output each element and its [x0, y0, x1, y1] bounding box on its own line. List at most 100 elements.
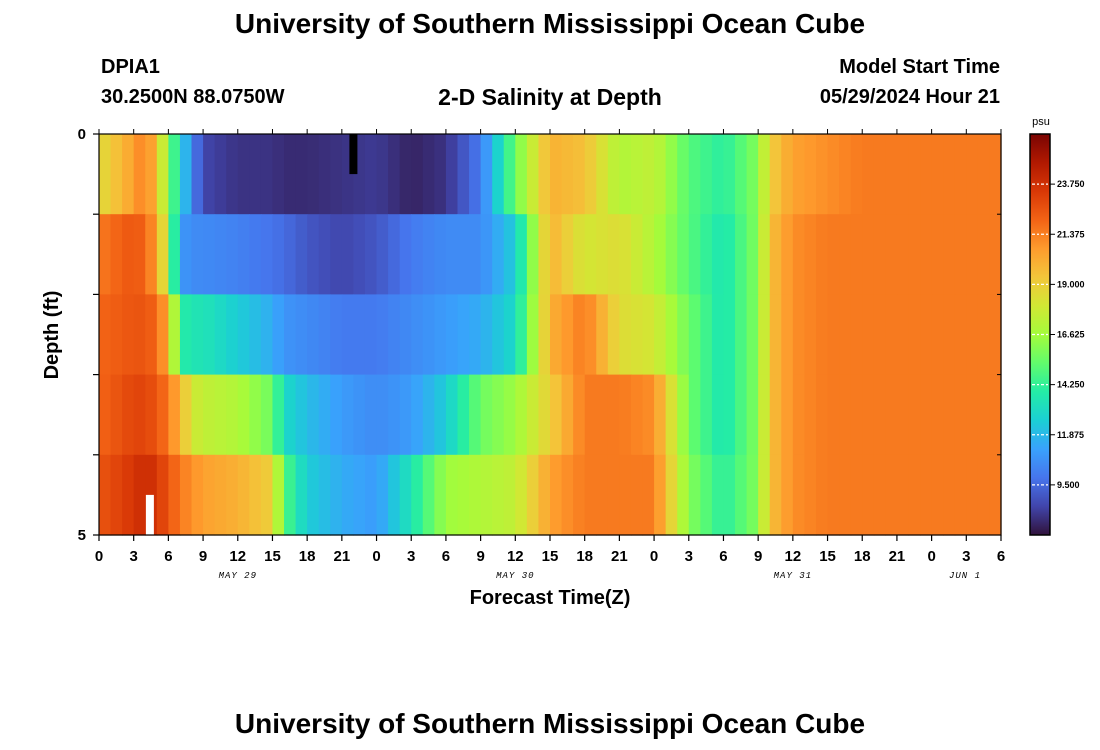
heatmap-cell [353, 294, 366, 376]
heatmap-cell [526, 134, 540, 215]
heatmap-cell [422, 374, 435, 456]
heatmap-cell [388, 454, 401, 536]
heatmap-cell [873, 374, 886, 456]
heatmap-cell [642, 454, 655, 536]
heatmap-cell [804, 214, 817, 295]
x-tick-label: 21 [611, 548, 628, 565]
heatmap-cell [191, 134, 204, 215]
heatmap-cell [179, 294, 193, 376]
heatmap-cell [110, 374, 123, 456]
x-tick-label: 15 [819, 548, 836, 565]
heatmap-cell [954, 134, 967, 215]
x-tick-label: 6 [442, 548, 450, 565]
x-date-label: JUN 1 [949, 571, 981, 581]
heatmap-cell [515, 134, 528, 215]
heatmap-cell [943, 134, 956, 215]
heatmap-cell [688, 294, 701, 376]
heatmap-cell [561, 134, 574, 215]
heatmap-markers [145, 134, 358, 535]
colorbar-tick-label: 21.375 [1057, 229, 1085, 239]
station-location: 30.2500N 88.0750W [101, 86, 285, 108]
heatmap-cell [480, 294, 493, 376]
heatmap-cell [145, 374, 158, 456]
x-axis-title: Forecast Time(Z) [470, 587, 631, 609]
heatmap-cell [411, 134, 424, 215]
heatmap-cell [445, 294, 459, 376]
heatmap-cell [966, 134, 979, 215]
heatmap-cell [399, 374, 412, 456]
heatmap-cell [260, 294, 274, 376]
heatmap-cell [908, 214, 921, 295]
heatmap-cell [977, 214, 991, 295]
heatmap-cell [260, 454, 274, 536]
heatmap-cell [156, 294, 169, 376]
heatmap-cell [746, 214, 759, 295]
heatmap-cell [538, 134, 551, 215]
x-tick-label: 3 [962, 548, 970, 565]
heatmap-cell [723, 134, 736, 215]
heatmap-cell [457, 214, 470, 295]
heatmap-cell [249, 214, 262, 295]
heatmap-cell [526, 374, 540, 456]
heatmap-cell [457, 134, 470, 215]
heatmap-cell [434, 134, 447, 215]
heatmap-cell [445, 214, 459, 295]
heatmap-cell [827, 374, 840, 456]
heatmap-cell [503, 294, 516, 376]
heatmap-cell [873, 214, 886, 295]
heatmap-cell [99, 294, 112, 376]
heatmap-cell [896, 454, 910, 536]
heatmap-cell [457, 454, 470, 536]
heatmap-cell [214, 134, 227, 215]
heatmap-cell [920, 214, 933, 295]
heatmap-cell [781, 134, 794, 215]
x-tick-label: 6 [997, 548, 1005, 565]
heatmap-cell [873, 134, 886, 215]
heatmap-cell [630, 294, 644, 376]
heatmap-cell [711, 214, 725, 295]
heatmap-cell [977, 454, 991, 536]
heatmap-cell [619, 374, 632, 456]
heatmap-cell [388, 294, 401, 376]
heatmap-cell [630, 374, 644, 456]
heatmap-cell [191, 214, 204, 295]
heatmap-cell [850, 134, 863, 215]
heatmap-cell [989, 374, 1002, 456]
heatmap-cell [122, 134, 135, 215]
heatmap-cell [260, 134, 274, 215]
heatmap-cell [515, 454, 528, 536]
heatmap-cell [550, 134, 563, 215]
heatmap-cell [503, 454, 516, 536]
heatmap-cell [735, 454, 748, 536]
heatmap-cell [758, 134, 771, 215]
heatmap-cell [815, 374, 829, 456]
heatmap-cell [815, 134, 829, 215]
heatmap-cell [804, 454, 817, 536]
colorbar: psu 9.500 11.875 14.250 16.625 19.000 21.375 2… [1029, 116, 1085, 536]
heatmap-cell [249, 374, 262, 456]
heatmap-cell [769, 134, 782, 215]
heatmap-cell [133, 454, 146, 536]
model-start-time: 05/29/2024 Hour 21 [819, 86, 1000, 108]
heatmap-cell [642, 214, 655, 295]
heatmap-cell [422, 214, 435, 295]
heatmap-cell [422, 294, 435, 376]
heatmap-cell [376, 374, 389, 456]
heatmap-cell [191, 294, 204, 376]
heatmap-cell [237, 134, 250, 215]
heatmap-cell [526, 454, 540, 536]
heatmap-cell [503, 374, 516, 456]
heatmap-cell [122, 374, 135, 456]
heatmap-cell [99, 374, 112, 456]
heatmap-cell [214, 294, 227, 376]
heatmap-cell [758, 294, 771, 376]
heatmap-cell [237, 374, 250, 456]
x-tick-label: 12 [785, 548, 802, 565]
heatmap-cell [434, 454, 447, 536]
heatmap-cell [272, 294, 285, 376]
colorbar-tick-label: 9.500 [1057, 480, 1080, 490]
heatmap-cell [792, 374, 806, 456]
x-tick-label: 15 [264, 548, 281, 565]
heatmap-cell [642, 294, 655, 376]
heatmap-cell [943, 374, 956, 456]
